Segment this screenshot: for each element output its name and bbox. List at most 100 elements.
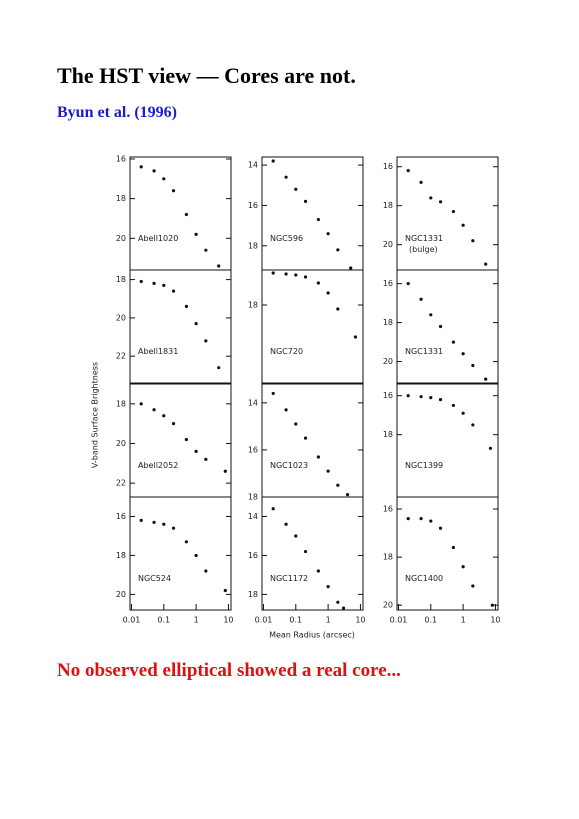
y-tick-label: 14: [248, 161, 258, 170]
data-point: [326, 585, 330, 589]
data-point: [336, 600, 340, 604]
x-tick-label: 0.1: [424, 616, 437, 625]
panel-frame: [129, 496, 232, 611]
data-point: [488, 446, 493, 450]
panel-label: NGC1331: [405, 347, 443, 356]
data-point: [303, 199, 308, 203]
y-tick-label: 14: [248, 512, 258, 521]
slide-title: The HST view — Cores are not.: [57, 63, 356, 88]
data-point: [139, 279, 143, 284]
data-point: [461, 223, 465, 227]
y-tick-label: 16: [383, 279, 393, 288]
data-point: [294, 422, 298, 426]
data-point: [316, 281, 320, 285]
data-point: [316, 455, 320, 459]
x-axis-label: Mean Radius (arcsec): [269, 631, 355, 640]
panel-frame: [396, 496, 499, 611]
data-point: [341, 606, 346, 610]
data-point: [438, 397, 443, 402]
data-point: [471, 584, 475, 588]
x-tick-label: 0.01: [123, 616, 141, 625]
data-point: [152, 281, 156, 286]
data-point: [162, 414, 166, 418]
panel-label: Abell1831: [138, 347, 178, 356]
data-point: [294, 187, 298, 191]
y-tick-label: 18: [116, 551, 126, 560]
data-point: [419, 180, 423, 184]
data-point: [194, 553, 198, 558]
y-tick-label: 16: [248, 551, 258, 560]
data-point: [271, 391, 275, 396]
panel-frame: [261, 269, 364, 384]
y-axis-label: V-band Surface Brightness: [91, 362, 100, 468]
x-tick-label: 0.1: [289, 616, 302, 625]
x-tick-label: 10: [355, 616, 365, 625]
data-point: [326, 232, 330, 236]
data-point: [303, 436, 308, 440]
data-point: [303, 549, 308, 554]
y-tick-label: 20: [116, 439, 126, 448]
data-point: [461, 565, 465, 569]
y-tick-label: 14: [248, 398, 258, 407]
data-point: [316, 217, 320, 222]
data-point: [294, 273, 298, 277]
data-point: [194, 322, 198, 326]
data-point: [271, 159, 275, 163]
x-tick-label: 0.01: [255, 616, 273, 625]
data-point: [406, 282, 410, 286]
data-point: [194, 449, 198, 454]
data-point: [484, 262, 488, 266]
data-point: [284, 175, 288, 179]
data-point: [284, 408, 288, 412]
x-tick-label: 0.1: [157, 616, 170, 625]
x-tick-label: 1: [194, 616, 199, 625]
panel-frame: [129, 269, 232, 384]
y-tick-label: 16: [248, 445, 258, 454]
data-point: [461, 352, 465, 356]
panel-frame: [396, 383, 499, 498]
data-point: [316, 569, 320, 573]
data-point: [171, 289, 176, 293]
y-tick-label: 18: [383, 553, 393, 562]
data-point: [223, 469, 227, 473]
y-tick-label: 16: [383, 505, 393, 514]
panel-frame: [261, 383, 364, 498]
data-point: [171, 422, 176, 426]
y-tick-label: 16: [383, 162, 393, 171]
data-point: [184, 540, 188, 544]
data-point: [284, 272, 288, 276]
data-point: [406, 517, 410, 521]
data-point: [419, 517, 423, 521]
panel-sublabel: (bulge): [409, 245, 438, 254]
data-point: [326, 469, 330, 473]
data-point: [429, 519, 433, 523]
data-point: [336, 483, 340, 487]
y-tick-label: 16: [116, 512, 126, 521]
data-point: [152, 169, 156, 173]
data-point: [326, 291, 330, 295]
data-point: [451, 209, 455, 214]
data-point: [353, 335, 358, 339]
x-tick-label: 10: [490, 616, 500, 625]
data-point: [194, 232, 198, 236]
y-tick-label: 22: [116, 479, 126, 488]
panel-label: NGC596: [270, 234, 303, 243]
data-point: [429, 396, 433, 400]
data-point: [217, 366, 221, 370]
data-point: [461, 411, 465, 415]
y-tick-label: 20: [116, 313, 126, 322]
panel-frame: [129, 383, 232, 498]
data-point: [438, 200, 443, 204]
panel-frame: [261, 156, 364, 271]
y-tick-label: 18: [248, 493, 258, 502]
data-point: [349, 266, 353, 270]
data-point: [139, 518, 143, 522]
y-tick-label: 18: [116, 194, 126, 203]
data-point: [406, 394, 410, 398]
y-tick-label: 18: [383, 430, 393, 439]
data-point: [406, 169, 410, 173]
data-point: [471, 239, 475, 243]
x-tick-label: 10: [223, 616, 233, 625]
y-tick-label: 20: [383, 240, 393, 249]
